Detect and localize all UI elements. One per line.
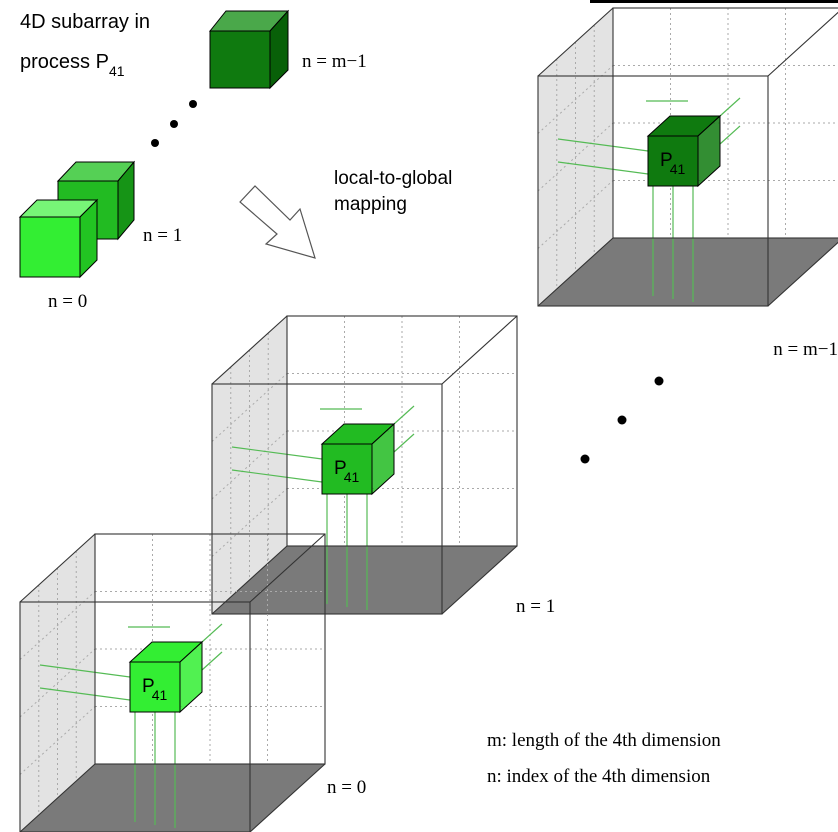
box-edge: [249, 533, 326, 603]
global-label-1: n = 1: [516, 596, 555, 617]
floor: [20, 764, 325, 832]
grid-line: [537, 65, 614, 134]
projection-line: [201, 651, 223, 671]
local-title-line2: process P41: [20, 51, 125, 79]
box-edge: [537, 7, 614, 77]
grid-line: [211, 430, 288, 500]
global-block-2: P41: [537, 7, 838, 307]
projection-line: [557, 138, 649, 152]
grid-line: [19, 648, 96, 718]
local-cube-0: [18, 198, 99, 279]
local-subarray-group: 4D subarray in process P41 n = m−1 n = 1…: [18, 9, 367, 312]
subcube-label: P41: [660, 150, 685, 177]
projection-line: [39, 687, 131, 701]
mapping-label-line2: mapping: [334, 194, 407, 215]
grid-line: [537, 180, 614, 249]
box-edge: [767, 241, 838, 307]
projection-line: [231, 469, 323, 483]
global-label-m-1: n = m−1: [773, 339, 838, 360]
projection-line: [719, 97, 741, 117]
global-blocks: P41 P41 P41: [19, 7, 838, 832]
box-edge: [441, 545, 518, 615]
box-back-face: [612, 7, 838, 239]
floor: [212, 546, 517, 614]
local-cube-label-1: n = 1: [143, 225, 182, 246]
grid-line: [211, 373, 288, 442]
global-ellipsis-dot: [580, 454, 590, 464]
box-edge: [19, 533, 96, 603]
box-front-face: [537, 75, 769, 307]
box-back-face: [94, 533, 326, 765]
mapping-arrow: [239, 185, 316, 259]
projection-line: [393, 433, 415, 453]
projection-line: [393, 405, 415, 425]
global-label-0: n = 0: [327, 777, 366, 798]
grid-line: [19, 706, 96, 775]
floor: [538, 238, 838, 306]
subcube-label: P41: [142, 676, 167, 703]
legend-m: m: length of the 4th dimension: [487, 730, 721, 751]
grid-line: [537, 122, 614, 192]
projection-line: [557, 161, 649, 175]
local-cube-m-1: [208, 9, 290, 90]
legend-n: n: index of the 4th dimension: [487, 766, 711, 787]
local-ellipsis-dot: [189, 100, 197, 108]
projection-line: [231, 446, 323, 460]
local-ellipsis-dot: [151, 139, 159, 147]
local-title-line1: 4D subarray in: [20, 11, 150, 33]
local-ellipsis-dot: [170, 120, 178, 128]
global-block-1: P41: [211, 315, 518, 615]
projection-line: [39, 664, 131, 678]
subcube-front: [647, 135, 699, 187]
global-ellipsis-dot: [654, 376, 664, 386]
projection-line: [201, 623, 223, 643]
subcube-front: [129, 661, 181, 713]
box-front-face: [211, 383, 443, 615]
global-ellipsis-dot: [617, 415, 627, 425]
box-back-face: [286, 315, 518, 547]
global-block-0: P41: [19, 533, 326, 832]
local-cube-label-0: n = 0: [48, 291, 87, 312]
mapping-label-line1: local-to-global: [334, 168, 452, 189]
local-cube-label-m-1: n = m−1: [302, 51, 367, 72]
box-edge: [211, 315, 288, 385]
box-edge: [441, 315, 518, 385]
box-edge: [211, 545, 288, 615]
box-edge: [249, 763, 326, 832]
box-edge: [767, 11, 838, 77]
projection-line: [719, 125, 741, 145]
subcube-front: [321, 443, 373, 495]
subcube-label: P41: [334, 458, 359, 485]
box-edge: [19, 763, 96, 832]
grid-line: [19, 591, 96, 660]
grid-line: [211, 488, 288, 557]
local-cube-1: [56, 160, 136, 241]
box-front-face: [19, 601, 251, 832]
box-edge: [537, 237, 614, 307]
